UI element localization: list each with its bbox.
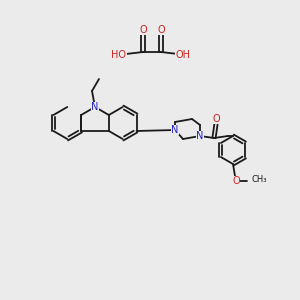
- Text: OH: OH: [176, 50, 190, 60]
- Text: CH₃: CH₃: [251, 176, 266, 184]
- Text: N: N: [171, 125, 179, 135]
- Text: O: O: [139, 25, 147, 35]
- Text: O: O: [212, 114, 220, 124]
- Text: O: O: [157, 25, 165, 35]
- Text: N: N: [91, 102, 99, 112]
- Text: N: N: [196, 131, 204, 141]
- Text: HO: HO: [112, 50, 127, 60]
- Text: O: O: [232, 176, 240, 186]
